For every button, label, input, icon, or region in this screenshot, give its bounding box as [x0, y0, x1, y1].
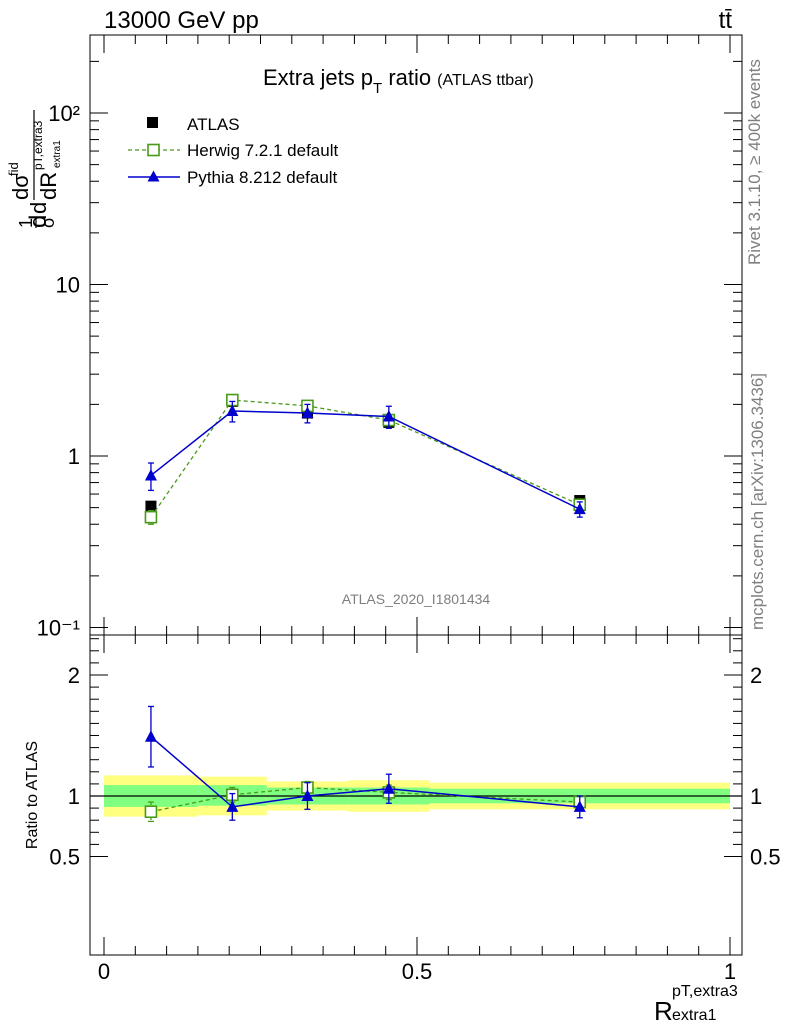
ratio-herwig-point [144, 805, 158, 819]
legend-label-herwig: Herwig 7.2.1 default [187, 141, 338, 160]
main-y-tick-label: 10 [56, 273, 80, 298]
process-label: tt̄ [719, 7, 733, 34]
legend-marker-pythia [147, 170, 160, 182]
y-label-fid: fid [6, 162, 21, 176]
ratio-y-tick-label-right: 1 [750, 784, 762, 809]
main-y-tick-label: 1 [68, 444, 80, 469]
y-label-pt-extra3: pT,extra3 [31, 120, 45, 170]
y-label-dR: dR [36, 172, 61, 200]
ratio-frame [89, 634, 743, 956]
main-axes: 10⁻¹ 1 10 10² [37, 35, 742, 641]
main-pythia-line [150, 410, 581, 510]
main-y-axis-label: d 1 σ d dσ fid dR pT,extra3 extra1 [6, 110, 63, 228]
ratio-y-tick-label-right: 0.5 [750, 845, 781, 870]
main-pythia-point [226, 404, 239, 416]
ratio-pythia-point [144, 730, 157, 742]
legend-label-atlas: ATLAS [187, 115, 240, 134]
y-label-sigma: σ [38, 217, 58, 228]
y-label-one-over-sigma: 1 [16, 218, 36, 228]
ratio-y-tick-label-right: 2 [750, 663, 762, 688]
chart-title: Extra jets pT ratio (ATLAS ttbar) [263, 65, 534, 97]
legend: ATLAS Herwig 7.2.1 default Pythia 8.212 … [128, 115, 338, 187]
ratio-y-axis-label: Ratio to ATLAS [24, 741, 41, 849]
ratio-x-tick-label: 1 [724, 959, 736, 984]
y-label-d: d [26, 202, 51, 214]
ratio-pythia-point [301, 789, 314, 801]
main-herwig-point [144, 510, 158, 524]
main-pythia-point [144, 468, 157, 481]
ratio-x-tick-label: 0.5 [402, 959, 433, 984]
main-pythia-point [382, 409, 395, 422]
main-data-layer [144, 393, 587, 525]
main-pythia-point [573, 502, 586, 515]
ratio-herwig-line [150, 786, 580, 813]
mcplots-label: mcplots.cern.ch [arXiv:1306.3436] [748, 373, 767, 630]
energy-label: 13000 GeV pp [104, 7, 259, 34]
main-y-tick-label: 10² [48, 101, 80, 126]
rivet-label: Rivet 3.1.10, ≥ 400k events [745, 59, 764, 265]
ratio-data-layer [144, 705, 587, 823]
main-panel: 10⁻¹ 1 10 10² Extra jets pT ratio (ATLAS ttb… [6, 34, 743, 641]
ratio-panel: 0.5 0.5 1 1 2 2 0 0.5 1 Ratio to ATLAS R pT,extr… [24, 634, 781, 1024]
ratio-bands [90, 775, 742, 817]
ratio-y-tick-label-left: 2 [68, 663, 80, 688]
y-label-extra1: extra1 [52, 140, 63, 168]
main-y-tick-label: 10⁻¹ [37, 616, 80, 641]
legend-label-pythia: Pythia 8.212 default [187, 168, 338, 187]
legend-marker-herwig [147, 143, 160, 157]
y-label-d-sigma: d [25, 215, 52, 228]
ratio-y-tick-label-left: 0.5 [49, 845, 80, 870]
y-label-dsigma: dσ [8, 174, 33, 200]
x-label-sub: extra1 [672, 1007, 717, 1024]
ratio-y-tick-label-left: 1 [68, 784, 80, 809]
ratio-x-tick-label: 0 [98, 959, 110, 984]
main-pythia-point [301, 406, 314, 419]
legend-marker-atlas [147, 117, 158, 128]
ratio-pythia-point [226, 800, 239, 812]
main-atlas-point [145, 500, 157, 512]
main-herwig-line [150, 399, 581, 518]
ratio-pythia-point [573, 800, 586, 812]
analysis-label: ATLAS_2020_I1801434 [342, 591, 491, 607]
ratio-axes: 0.5 0.5 1 1 2 2 0 0.5 1 [49, 635, 781, 984]
ratio-pythia-point [382, 782, 395, 794]
x-label-main: R [654, 996, 673, 1024]
x-label-sup: pT,extra3 [672, 983, 738, 1000]
x-axis-label: R pT,extra3 extra1 [654, 983, 738, 1024]
